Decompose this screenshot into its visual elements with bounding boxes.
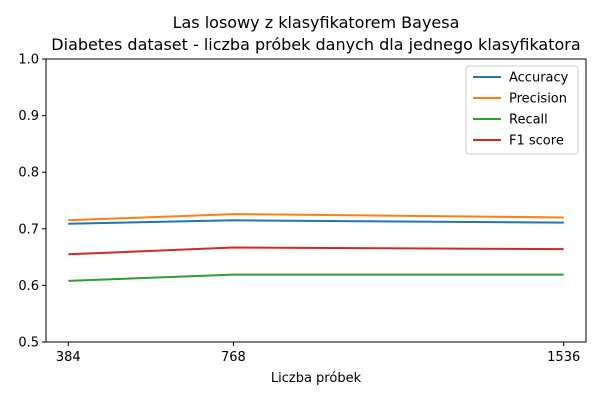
legend-label: Precision <box>509 92 567 107</box>
x-axis: 384 768 1536 <box>56 342 580 365</box>
x-tick-label: 768 <box>221 350 246 365</box>
y-tick-label: 0.8 <box>18 166 39 181</box>
x-tick-label: 1536 <box>547 350 580 365</box>
plot-area <box>45 58 587 343</box>
legend-label: F1 score <box>509 134 564 149</box>
x-axis-label: Liczba próbek <box>271 371 362 386</box>
y-tick-label: 1.0 <box>18 53 39 68</box>
chart-subtitle: Diabetes dataset - liczba próbek danych … <box>51 35 580 54</box>
legend-label: Recall <box>509 113 548 128</box>
series-line-precision <box>68 213 564 222</box>
legend-box <box>465 65 579 155</box>
series-line-recall <box>68 273 564 282</box>
series-line-accuracy <box>68 219 564 225</box>
y-tick-label: 0.5 <box>18 336 39 351</box>
y-tick-label: 0.7 <box>18 222 39 237</box>
series-lines <box>68 213 564 282</box>
y-axis: 0.5 0.6 0.7 0.8 0.9 1.0 <box>18 53 46 351</box>
x-tick-label: 384 <box>56 350 81 365</box>
chart-title: Las losowy z klasyfikatorem Bayesa <box>173 13 460 32</box>
legend: Accuracy Precision Recall F1 score <box>465 65 579 155</box>
series-line-f1-score <box>68 246 564 256</box>
y-tick-label: 0.6 <box>18 279 39 294</box>
y-tick-label: 0.9 <box>18 109 39 124</box>
legend-label: Accuracy <box>509 71 569 86</box>
